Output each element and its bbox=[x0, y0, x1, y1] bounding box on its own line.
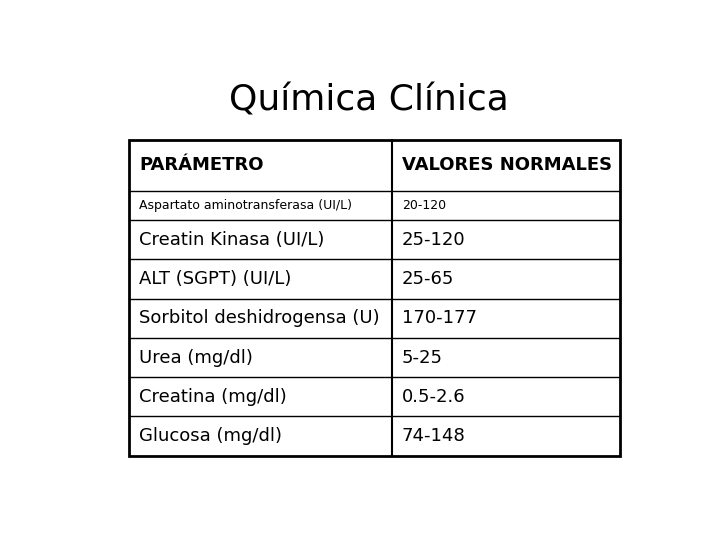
Text: PARÁMETRO: PARÁMETRO bbox=[139, 156, 264, 174]
Text: Creatin Kinasa (UI/L): Creatin Kinasa (UI/L) bbox=[139, 231, 325, 249]
Text: Química Clínica: Química Clínica bbox=[229, 84, 509, 118]
Text: Aspartato aminotransferasa (UI/L): Aspartato aminotransferasa (UI/L) bbox=[139, 199, 352, 212]
Text: 74-148: 74-148 bbox=[402, 427, 466, 445]
Text: 0.5-2.6: 0.5-2.6 bbox=[402, 388, 465, 406]
Text: Sorbitol deshidrogensa (U): Sorbitol deshidrogensa (U) bbox=[139, 309, 379, 327]
Text: 170-177: 170-177 bbox=[402, 309, 477, 327]
Text: 25-120: 25-120 bbox=[402, 231, 465, 249]
Text: Urea (mg/dl): Urea (mg/dl) bbox=[139, 348, 253, 367]
Text: 5-25: 5-25 bbox=[402, 348, 443, 367]
Text: Glucosa (mg/dl): Glucosa (mg/dl) bbox=[139, 427, 282, 445]
Text: VALORES NORMALES: VALORES NORMALES bbox=[402, 156, 612, 174]
Text: 20-120: 20-120 bbox=[402, 199, 446, 212]
Text: ALT (SGPT) (UI/L): ALT (SGPT) (UI/L) bbox=[139, 270, 292, 288]
Text: 25-65: 25-65 bbox=[402, 270, 454, 288]
Text: Creatina (mg/dl): Creatina (mg/dl) bbox=[139, 388, 287, 406]
